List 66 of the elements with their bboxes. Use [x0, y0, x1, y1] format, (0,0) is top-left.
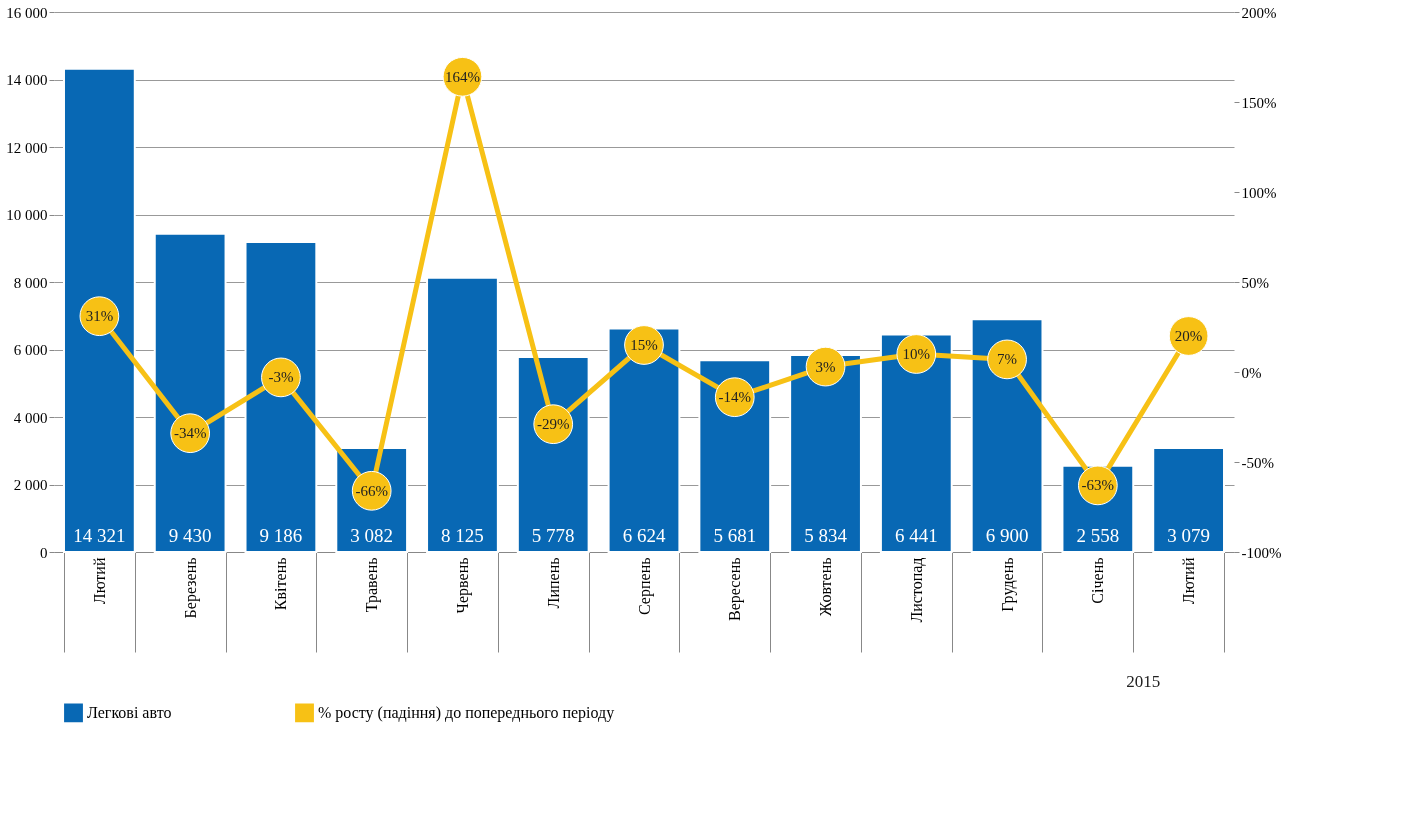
y-tick-label: 12 000 — [6, 139, 48, 156]
y-tick-label: 2 000 — [13, 477, 48, 493]
bar — [879, 333, 953, 553]
y-tick-label: 0 — [40, 544, 48, 561]
x-tick-label: Жовтень — [817, 557, 835, 617]
data-label: 14 321 — [73, 525, 126, 546]
x-tick-label: Грудень — [998, 557, 1017, 612]
y2-tick-label: -100% — [1241, 544, 1282, 561]
y2-tick-label: 150% — [1241, 94, 1277, 111]
x-tick-label: Лютий — [90, 557, 108, 605]
data-label: -14% — [718, 389, 752, 406]
legend-label: % росту (падіння) до попереднього періоду — [318, 703, 615, 722]
bar — [698, 359, 772, 553]
x-tick-label: Березень — [181, 557, 200, 619]
data-label: 31% — [85, 308, 114, 325]
bar — [1152, 447, 1226, 553]
bar — [426, 276, 499, 553]
data-label: 15% — [630, 337, 658, 353]
data-label: 6 624 — [622, 525, 666, 546]
y-tick-label: 16 000 — [6, 4, 48, 21]
data-label: 5 834 — [804, 525, 848, 546]
x-tick-label: Квітень — [272, 557, 290, 611]
y-tick-label: 10 000 — [6, 207, 48, 223]
text: 2015 — [1126, 672, 1161, 691]
y-tick-label: 6 000 — [13, 342, 48, 358]
y-tick-label: 14 000 — [6, 72, 48, 88]
x-tick-label: Червень — [453, 557, 472, 614]
bar — [153, 232, 227, 553]
data-label: -3% — [268, 369, 294, 386]
data-label: -29% — [536, 416, 570, 433]
bar — [244, 240, 318, 553]
data-label: 164% — [444, 68, 480, 85]
y2-tick-label: 200% — [1241, 4, 1277, 21]
x-tick-label: Лютий — [1180, 557, 1198, 605]
data-label: 2 558 — [1076, 525, 1120, 546]
y2-tick-label: 50% — [1241, 274, 1269, 291]
y-tick-label: 4 000 — [13, 409, 48, 426]
data-label: 3 082 — [350, 525, 394, 546]
bar — [62, 67, 136, 553]
data-label: 20% — [1174, 328, 1203, 344]
data-label: 3% — [815, 358, 836, 375]
x-tick-label: Липень — [544, 557, 562, 609]
data-label: -34% — [173, 425, 207, 442]
y2-tick-label: -50% — [1241, 454, 1274, 471]
data-label: 5 778 — [531, 525, 575, 546]
y-tick-label: 8 000 — [13, 274, 48, 291]
x-tick-label: Вересень — [726, 557, 745, 622]
data-label: 7% — [997, 351, 1018, 368]
data-label: -63% — [1081, 477, 1115, 494]
y2-tick-label: 0% — [1241, 364, 1262, 381]
data-label: 10% — [902, 346, 931, 362]
y2-tick-label: 100% — [1241, 184, 1277, 201]
bar — [970, 318, 1044, 553]
data-label: 3 079 — [1167, 525, 1210, 546]
x-tick-label: Листопад — [907, 557, 926, 623]
x-tick-label: Серпень — [635, 557, 654, 615]
data-label: 9 430 — [168, 525, 212, 546]
data-label: 6 900 — [985, 525, 1029, 546]
data-label: 8 125 — [441, 525, 484, 546]
legend-label: Легкові авто — [87, 703, 172, 721]
x-tick-label: Січень — [1089, 557, 1107, 604]
x-tick-label: Травень — [363, 557, 382, 613]
data-label: 5 681 — [713, 525, 757, 546]
data-label: 6 441 — [894, 525, 938, 546]
data-label: 9 186 — [259, 525, 303, 546]
data-label: -66% — [355, 482, 388, 499]
